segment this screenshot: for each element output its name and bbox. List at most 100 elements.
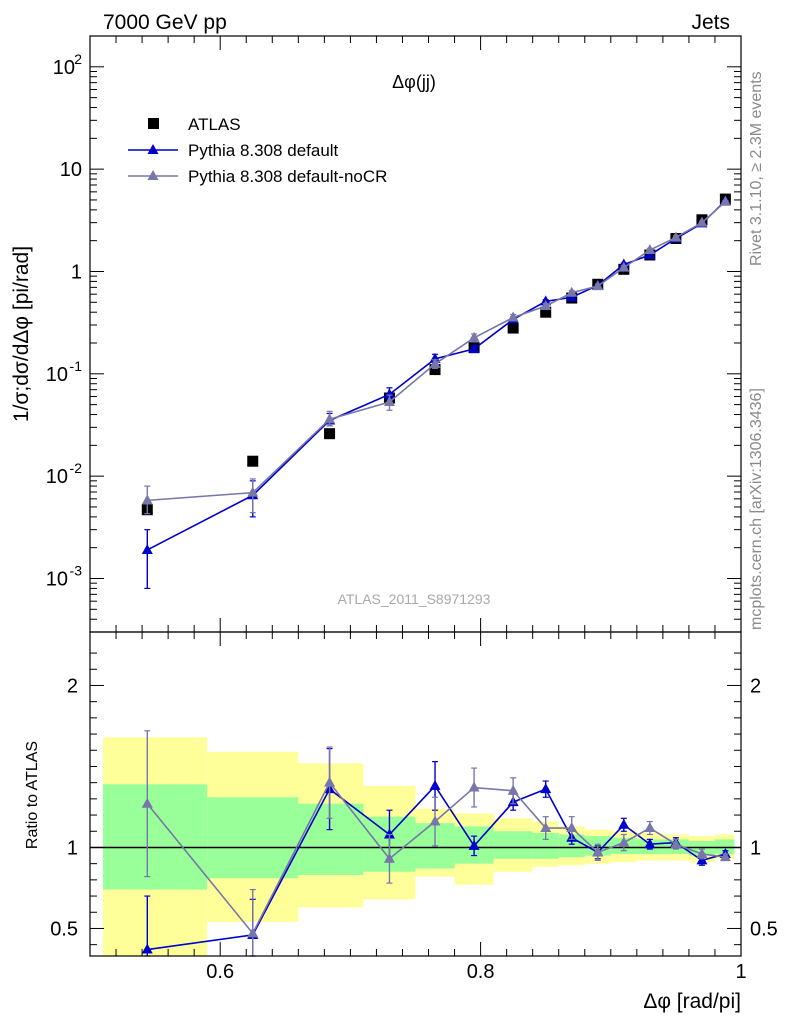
main-y-tick-exponent: -3 bbox=[70, 562, 83, 578]
x-axis-label: Δφ [rad/pi] bbox=[643, 990, 741, 1013]
ratio-y-axis-label: Ratio to ATLAS bbox=[24, 741, 41, 849]
legend-marker-triangle bbox=[147, 170, 159, 180]
ratio-point-triangle bbox=[468, 839, 480, 850]
data-point-triangle bbox=[247, 486, 259, 497]
x-tick-label: 0.6 bbox=[206, 961, 234, 983]
main-y-tick-exponent: -2 bbox=[70, 460, 83, 476]
legend-label: ATLAS bbox=[188, 115, 241, 134]
ratio-point-triangle bbox=[383, 852, 395, 863]
data-point-square bbox=[540, 306, 552, 318]
ratio-axis-ticks: 0.5 0.51 12 20.6 0.8 1 bbox=[50, 632, 778, 983]
ratio-uncertainty-bands bbox=[103, 737, 735, 956]
main-y-tick-label: 10 bbox=[46, 568, 68, 590]
band-inner bbox=[714, 839, 735, 854]
ratio-point-triangle bbox=[468, 781, 480, 792]
ratio-point-triangle bbox=[644, 838, 656, 849]
rivet-side-label: Rivet 3.1.10, ≥ 2.3M events bbox=[748, 71, 765, 266]
x-tick-label: 0.8 bbox=[467, 961, 495, 983]
ratio-series-pythia-8-308-default-nocr bbox=[141, 730, 731, 957]
ratio-point-triangle bbox=[644, 822, 656, 833]
ratio-point-triangle bbox=[719, 851, 731, 862]
ratio-point-triangle bbox=[592, 846, 604, 857]
ratio-point-triangle bbox=[141, 797, 153, 808]
data-point-triangle bbox=[592, 280, 604, 291]
plot-title: Δφ(jj) bbox=[392, 72, 436, 92]
main-y-tick-label: 10 bbox=[60, 159, 82, 181]
ratio-point-triangle bbox=[670, 838, 682, 849]
legend-label: Pythia 8.308 default-noCR bbox=[188, 167, 387, 186]
data-point-triangle bbox=[644, 244, 656, 255]
ratio-point-triangle bbox=[540, 822, 552, 833]
ratio-y-tick-label: 1 bbox=[67, 837, 78, 859]
ratio-point-triangle bbox=[429, 779, 441, 790]
data-point-triangle bbox=[507, 311, 519, 322]
series-pythia-8-308-default-nocr bbox=[141, 195, 731, 515]
ratio-point-triangle bbox=[141, 943, 153, 954]
band-inner bbox=[298, 803, 364, 875]
data-point-triangle bbox=[324, 413, 336, 424]
ratio-point-triangle bbox=[324, 776, 336, 787]
series-pythia-8-308-default bbox=[141, 194, 731, 590]
band-inner bbox=[493, 831, 533, 859]
ratio-point-triangle bbox=[540, 783, 552, 794]
ratio-panel: 0.5 0.51 12 20.6 0.8 1 Ratio to ATLAS Δφ [rad… bbox=[24, 631, 778, 1013]
ratio-frame bbox=[89, 631, 742, 957]
series-line bbox=[147, 201, 726, 502]
mcplots-side-label: mcplots.cern.ch [arXiv:1306.3436] bbox=[748, 388, 765, 630]
data-point-triangle bbox=[383, 396, 395, 407]
ratio-point-triangle bbox=[507, 784, 519, 795]
data-point-triangle bbox=[566, 286, 578, 297]
data-point-triangle bbox=[141, 543, 153, 554]
data-point-triangle bbox=[670, 231, 682, 242]
ratio-y-tick-label-right: 2 bbox=[750, 675, 761, 697]
data-point-triangle bbox=[618, 261, 630, 272]
data-point-triangle bbox=[141, 494, 153, 505]
ratio-y-tick-label-right: 1 bbox=[750, 837, 761, 859]
ratio-y-tick-label: 0.5 bbox=[50, 918, 78, 940]
legend-marker-triangle bbox=[147, 144, 159, 154]
legend-marker-square bbox=[148, 118, 159, 129]
data-point-triangle bbox=[719, 195, 731, 206]
main-series bbox=[141, 193, 731, 590]
data-point-square bbox=[247, 455, 259, 467]
header-right: Jets bbox=[691, 11, 730, 34]
data-point-square bbox=[507, 322, 519, 334]
main-y-tick-label: 10 bbox=[46, 364, 68, 386]
series-line bbox=[146, 200, 726, 551]
main-y-tick-exponent: -1 bbox=[70, 358, 83, 374]
analysis-watermark: ATLAS_2011_S8971293 bbox=[338, 591, 491, 607]
data-point-square bbox=[324, 428, 336, 440]
data-point-triangle bbox=[383, 388, 395, 399]
ratio-point-triangle bbox=[247, 927, 259, 938]
ratio-point-triangle bbox=[696, 854, 708, 865]
main-y-tick-exponent: 2 bbox=[74, 51, 82, 67]
ratio-series bbox=[141, 730, 731, 957]
main-y-tick-label: 1 bbox=[71, 261, 82, 283]
ratio-point-triangle bbox=[618, 818, 630, 829]
legend: ATLAS Pythia 8.308 default Pythia 8.308 de… bbox=[128, 115, 387, 186]
main-y-tick-label: 10 bbox=[46, 466, 68, 488]
ratio-point-triangle bbox=[618, 836, 630, 847]
data-point-square bbox=[429, 364, 441, 376]
x-tick-label: 1 bbox=[735, 961, 746, 983]
ratio-point-triangle bbox=[696, 847, 708, 858]
ratio-series-pythia-8-308-default bbox=[141, 748, 731, 957]
band-inner bbox=[558, 834, 585, 858]
data-point-triangle bbox=[468, 331, 480, 342]
main-y-tick-label: 10 bbox=[53, 57, 75, 79]
header-left: 7000 GeV pp bbox=[103, 11, 227, 34]
ratio-y-tick-label-right: 0.5 bbox=[750, 918, 778, 940]
band-inner bbox=[103, 784, 208, 890]
data-point-triangle bbox=[468, 342, 480, 353]
data-point-triangle bbox=[429, 357, 441, 368]
main-y-axis-label: 1/σ;dσ/dΔφ [pi/rad] bbox=[10, 246, 33, 422]
band-inner bbox=[207, 797, 299, 879]
ratio-point-triangle bbox=[429, 815, 441, 826]
ratio-point-triangle bbox=[566, 822, 578, 833]
ratio-y-tick-label: 2 bbox=[67, 675, 78, 697]
ratio-point-triangle bbox=[383, 828, 395, 839]
data-point-triangle bbox=[696, 216, 708, 227]
